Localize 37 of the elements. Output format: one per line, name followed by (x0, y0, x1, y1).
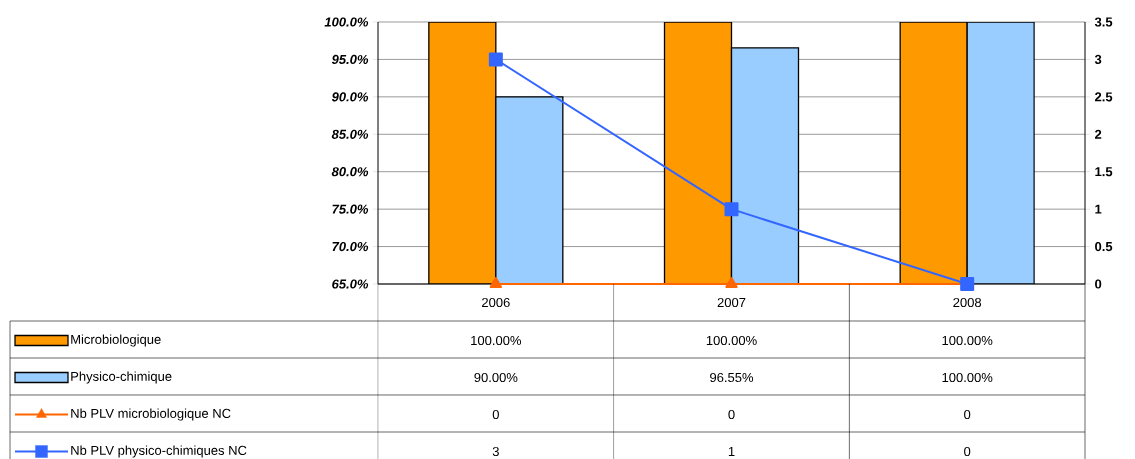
data-label: 1 (728, 447, 735, 456)
y2-tick-label: 2.5 (1095, 92, 1113, 102)
y-tick-label: 70.0% (332, 241, 369, 252)
y-tick-label: 80.0% (331, 167, 369, 177)
y2-tick-label: 3.5 (1094, 17, 1113, 27)
point (488, 52, 503, 67)
data-label: 90.00% (474, 372, 518, 383)
x-tick-label: 2008 (953, 297, 982, 308)
data-label: 3 (492, 446, 499, 457)
y-tick-label: 100.0% (324, 17, 369, 27)
data-label: 96.55% (710, 372, 754, 383)
data-label: 100.00% (942, 335, 993, 346)
y-tick-label: 75.0% (332, 204, 369, 214)
y2-tick-label: 3 (1094, 54, 1102, 65)
point (724, 202, 739, 217)
data-label: 100.00% (706, 335, 757, 346)
legend-label: Nb PLV physico-chimiques NC (71, 445, 247, 458)
y2-tick-label: 0 (1095, 279, 1102, 289)
y2-tick-label: 1 (1095, 204, 1102, 214)
data-label: 0 (964, 409, 971, 420)
legend-label: Physico-chimique (71, 371, 172, 384)
x-tick-label: 2006 (482, 297, 510, 308)
y2-tick-label: 2 (1095, 129, 1102, 139)
data-label: 100.00% (471, 335, 522, 346)
data-label: 0 (964, 446, 971, 457)
y-tick-label: 85.0% (331, 129, 369, 139)
y-tick-label: 95.0% (331, 54, 369, 65)
data-label: 0 (492, 409, 499, 420)
x-tick-label: 2007 (717, 297, 746, 308)
legend-label: Nb PLV microbiologique NC (71, 408, 231, 421)
data-label: 0 (728, 409, 735, 420)
data-label: 100.00% (942, 372, 993, 383)
y2-tick-label: 1.5 (1095, 167, 1113, 177)
y-tick-label: 90.0% (331, 92, 369, 102)
y-tick-label: 65.0% (332, 279, 369, 289)
y2-tick-label: 0.5 (1095, 241, 1113, 252)
legend-label: Microbiologique (71, 334, 161, 347)
